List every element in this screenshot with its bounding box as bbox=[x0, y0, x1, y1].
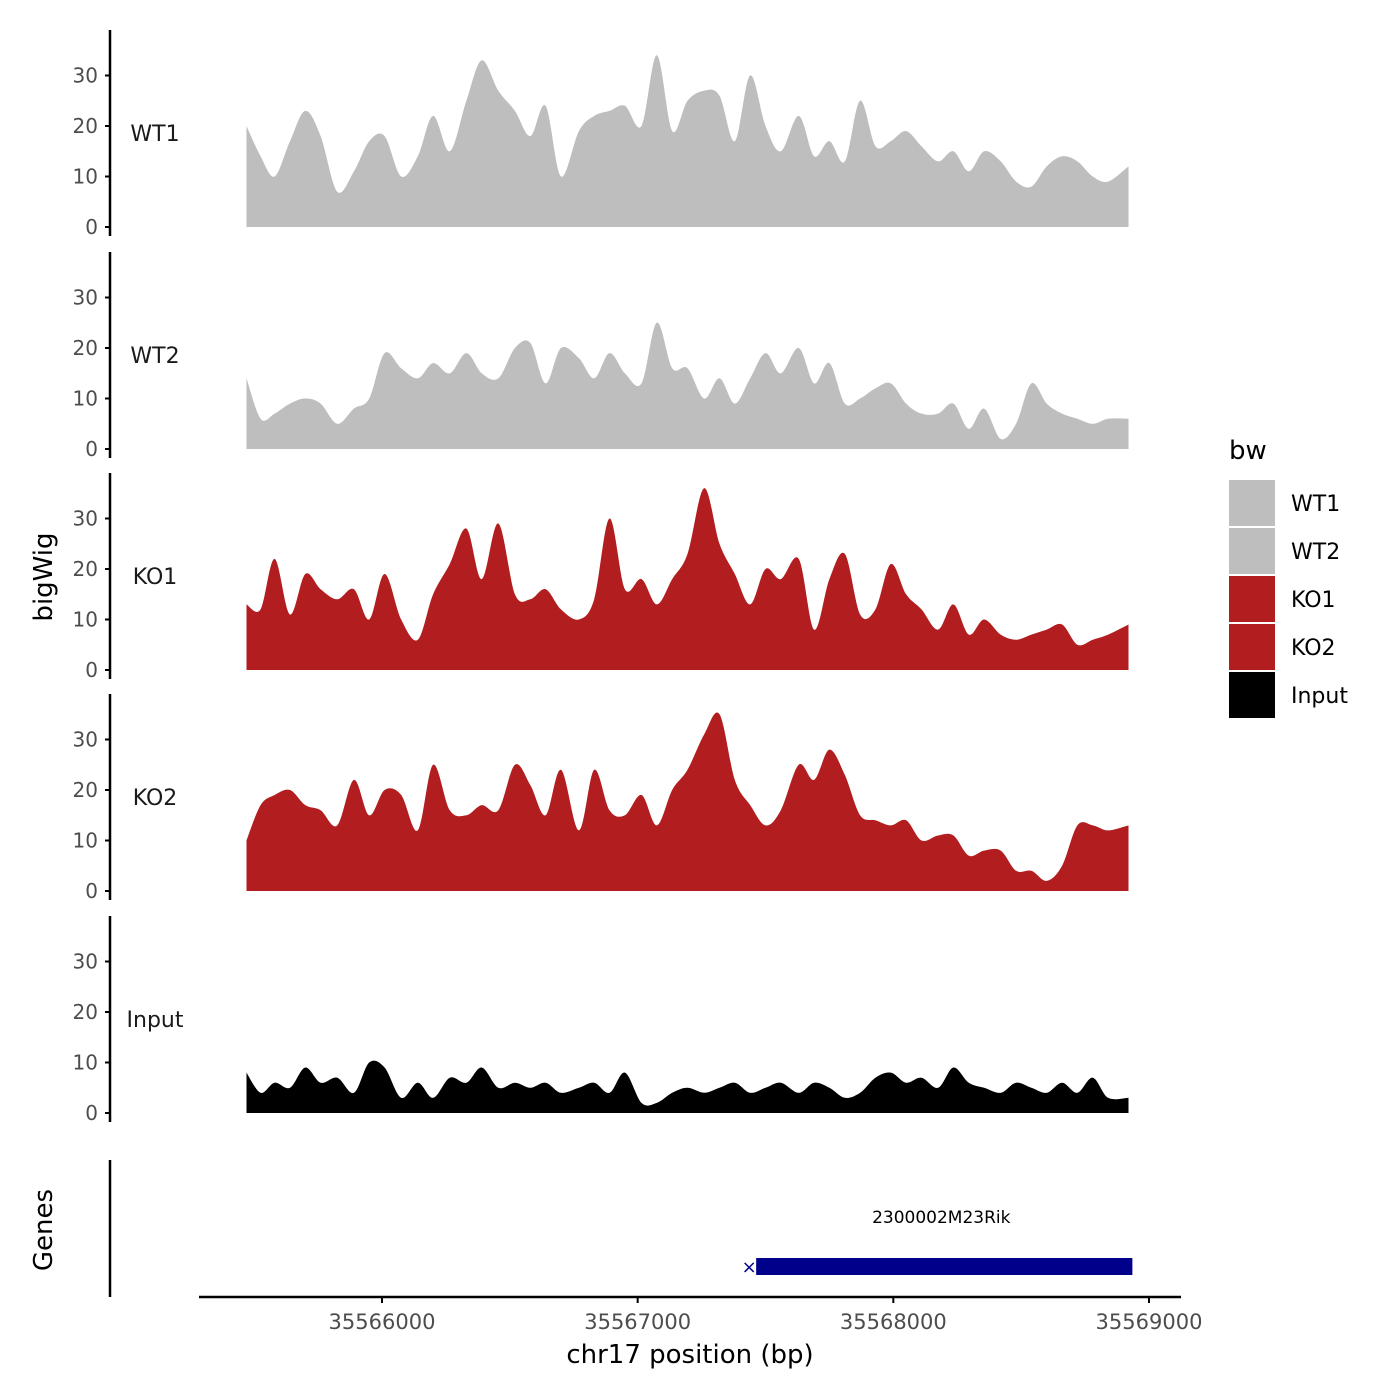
gene-track: × 2300002M23Rik bbox=[108, 1160, 1133, 1297]
x-tick-label: 35567000 bbox=[584, 1310, 691, 1334]
gene-name-label: 2300002M23Rik bbox=[872, 1208, 1011, 1228]
legend-label-ko1: KO1 bbox=[1291, 588, 1336, 613]
area-series-wt1 bbox=[246, 55, 1129, 227]
legend-swatch-ko1 bbox=[1229, 576, 1275, 622]
track-wt1: 0 10 20 30 WT1 bbox=[73, 30, 1129, 239]
y-tick-label: 10 bbox=[73, 608, 98, 632]
track-label: KO1 bbox=[133, 565, 178, 590]
y-tick-label: 20 bbox=[73, 114, 98, 138]
y-tick-label: 20 bbox=[73, 1000, 98, 1024]
track-wt2: 0 10 20 30 WT2 bbox=[73, 252, 1129, 461]
track-label: WT1 bbox=[130, 122, 179, 147]
y-tick-label: 10 bbox=[73, 829, 98, 853]
y-tick-label: 30 bbox=[73, 950, 98, 974]
x-tick-label: 35566000 bbox=[329, 1310, 436, 1334]
y-tick-label: 30 bbox=[73, 728, 98, 752]
y-tick-label: 30 bbox=[73, 286, 98, 310]
x-axis-label: chr17 position (bp) bbox=[566, 1340, 813, 1370]
legend: bw WT1 WT2 KO1 KO2 Input bbox=[1229, 436, 1348, 718]
gene-body bbox=[756, 1258, 1133, 1275]
y-tick-label: 10 bbox=[73, 165, 98, 189]
y-tick-label: 20 bbox=[73, 336, 98, 360]
y-tick-label: 0 bbox=[85, 215, 98, 239]
area-series-ko2 bbox=[246, 712, 1129, 891]
x-axis: 35566000 35567000 35568000 35569000 bbox=[199, 1295, 1203, 1334]
legend-label-wt1: WT1 bbox=[1291, 492, 1340, 517]
y-tick-label: 0 bbox=[85, 658, 98, 682]
y-tick-label: 0 bbox=[85, 879, 98, 903]
y-tick-label: 0 bbox=[85, 437, 98, 461]
legend-label-ko2: KO2 bbox=[1291, 636, 1336, 661]
y-tick-label: 10 bbox=[73, 387, 98, 411]
area-series-input bbox=[246, 1060, 1129, 1113]
legend-label-wt2: WT2 bbox=[1291, 540, 1340, 565]
genes-axis-label: Genes bbox=[29, 1189, 59, 1271]
track-label: KO2 bbox=[133, 786, 178, 811]
track-ko2: 0 10 20 30 KO2 bbox=[73, 694, 1129, 903]
legend-title: bw bbox=[1229, 436, 1267, 466]
y-tick-label: 10 bbox=[73, 1051, 98, 1075]
gene-strand-marker: × bbox=[742, 1257, 757, 1278]
y-tick-label: 30 bbox=[73, 64, 98, 88]
legend-swatch-wt1 bbox=[1229, 480, 1275, 526]
legend-swatch-input bbox=[1229, 672, 1275, 718]
legend-swatch-ko2 bbox=[1229, 624, 1275, 670]
x-tick-label: 35568000 bbox=[840, 1310, 947, 1334]
y-tick-label: 20 bbox=[73, 557, 98, 581]
coverage-tracks: 0 10 20 30 WT1 0 10 20 30 WT2 0 10 20 30 KO1 0 10 20 30 KO2… bbox=[73, 30, 1129, 1125]
track-input: 0 10 20 30 Input bbox=[73, 916, 1129, 1125]
area-series-ko1 bbox=[246, 488, 1129, 670]
y-axis-label: bigWig bbox=[29, 532, 59, 621]
legend-label-input: Input bbox=[1291, 684, 1348, 709]
y-tick-label: 30 bbox=[73, 507, 98, 531]
track-label: WT2 bbox=[130, 344, 179, 369]
y-tick-label: 0 bbox=[85, 1101, 98, 1125]
legend-swatch-wt2 bbox=[1229, 528, 1275, 574]
track-label: Input bbox=[127, 1008, 184, 1033]
area-series-wt2 bbox=[246, 322, 1129, 449]
y-tick-label: 20 bbox=[73, 778, 98, 802]
x-tick-label: 35569000 bbox=[1096, 1310, 1203, 1334]
track-ko1: 0 10 20 30 KO1 bbox=[73, 473, 1129, 682]
